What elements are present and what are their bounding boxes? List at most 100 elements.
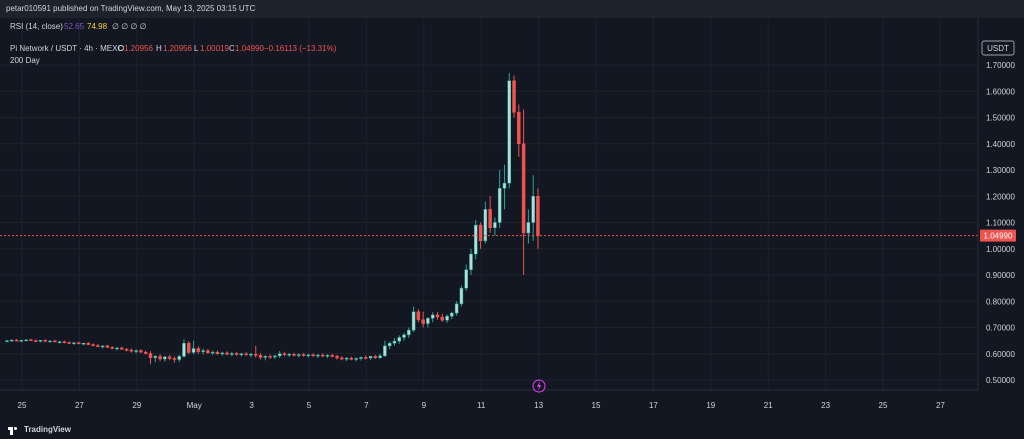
footer-bar: TradingView <box>0 417 1024 435</box>
candle-body <box>325 355 330 357</box>
price-tick-label: 1.10000 <box>986 219 1015 228</box>
flash-bolt-icon <box>536 381 542 391</box>
candle <box>416 309 421 323</box>
candle-body <box>349 357 354 360</box>
price-tick-label: 0.50000 <box>986 376 1015 385</box>
candle <box>220 351 224 356</box>
tradingview-logo[interactable]: TradingView <box>8 421 71 439</box>
candle-body <box>19 340 24 342</box>
candle-body <box>244 353 248 356</box>
candle-body <box>77 342 81 345</box>
price-tick-label: 0.60000 <box>986 350 1015 359</box>
currency-badge[interactable]: USDT <box>981 40 1015 56</box>
candle <box>359 356 363 361</box>
candle <box>19 339 24 343</box>
time-tick-label: 25 <box>18 401 27 410</box>
price-tick-label: 0.90000 <box>986 271 1015 280</box>
candle-body <box>263 356 268 358</box>
candle-body <box>187 343 191 353</box>
candle-body <box>91 344 95 346</box>
candle-body <box>531 196 535 223</box>
candle-body <box>364 357 368 359</box>
candle <box>469 248 473 275</box>
candle <box>411 306 416 332</box>
candlestick-chart[interactable]: 1.70000 1.60000 1.50000 1.40000 1.30000 1.200… <box>0 18 1024 417</box>
candle-body <box>110 347 114 349</box>
publisher-bar: petar010591 published on TradingView.com… <box>0 0 1024 18</box>
candle-body <box>282 353 287 356</box>
candle-body <box>459 287 464 305</box>
legend-open: 1.20956 <box>124 44 153 53</box>
rsi-value-1: 52.65 <box>64 22 85 31</box>
candle-body <box>311 354 315 357</box>
candle <box>91 343 95 347</box>
candle <box>115 346 119 351</box>
candle-body <box>512 80 516 113</box>
candle <box>531 175 535 241</box>
candle-body <box>469 253 473 270</box>
candle <box>306 353 311 358</box>
candle <box>512 75 516 118</box>
candle-body <box>368 356 373 359</box>
candle <box>258 353 263 360</box>
candle-body <box>86 343 91 345</box>
candle <box>196 346 201 354</box>
candle-body <box>43 340 48 342</box>
candle-body <box>507 80 511 184</box>
candle-body <box>387 343 392 347</box>
time-tick-label: 11 <box>477 401 486 410</box>
time-tick-label: 27 <box>936 401 945 410</box>
candle <box>33 339 38 342</box>
last-price-tag: 1.04990 <box>980 229 1016 242</box>
legend-low-label: L <box>194 44 199 53</box>
candle-body <box>172 358 177 360</box>
candle-body <box>478 224 483 242</box>
candle <box>120 346 124 350</box>
candle-body <box>29 339 33 342</box>
flash-event-icon[interactable] <box>532 379 546 393</box>
candle <box>81 342 86 346</box>
candle <box>14 339 19 342</box>
legend-ma: 200 Day <box>10 56 40 65</box>
candle <box>440 313 445 322</box>
candle <box>459 285 464 307</box>
candle-body <box>201 350 205 352</box>
candle-body <box>445 315 449 321</box>
candle <box>378 353 382 359</box>
candle-body <box>38 340 43 342</box>
time-axis[interactable]: 25 27 29 May 3 5 7 9 11 13 15 17 19 21 23 25 27 <box>18 401 946 410</box>
chart-area[interactable]: 1.70000 1.60000 1.50000 1.40000 1.30000 1.200… <box>0 18 1024 417</box>
candle-body <box>143 351 148 354</box>
price-tick-label: 1.30000 <box>986 166 1015 175</box>
candle-body <box>230 353 234 355</box>
candle <box>368 355 373 360</box>
price-tick-label: 1.20000 <box>986 192 1015 201</box>
price-axis[interactable]: 1.70000 1.60000 1.50000 1.40000 1.30000 1.200… <box>986 61 1015 385</box>
candle-body <box>182 343 186 357</box>
candle <box>301 352 306 357</box>
legend-symbol: Pi Network / USDT · 4h · MEXC <box>10 44 123 53</box>
candle-body <box>62 341 67 343</box>
time-tick-label: 27 <box>75 401 84 410</box>
time-tick-label: 13 <box>534 401 543 410</box>
candle-body <box>292 354 296 356</box>
candle-body <box>497 188 502 223</box>
candle-body <box>330 355 335 357</box>
candle-body <box>344 357 349 360</box>
candle-body <box>134 350 138 352</box>
currency-badge-box[interactable] <box>981 40 1015 56</box>
publisher-text: petar010591 published on TradingView.com… <box>6 4 256 13</box>
rsi-value-2: 74.98 <box>87 22 108 31</box>
candle-body <box>373 356 378 358</box>
candle <box>517 104 521 157</box>
candle <box>139 349 143 353</box>
candle <box>292 352 296 357</box>
candle <box>172 356 177 363</box>
rsi-label: RSI (14, close) <box>10 22 63 31</box>
candle <box>507 72 511 189</box>
candle <box>253 345 258 358</box>
candle-body <box>297 354 301 356</box>
candle <box>483 201 488 244</box>
candle-body <box>210 351 215 354</box>
grid-lines <box>0 18 978 390</box>
